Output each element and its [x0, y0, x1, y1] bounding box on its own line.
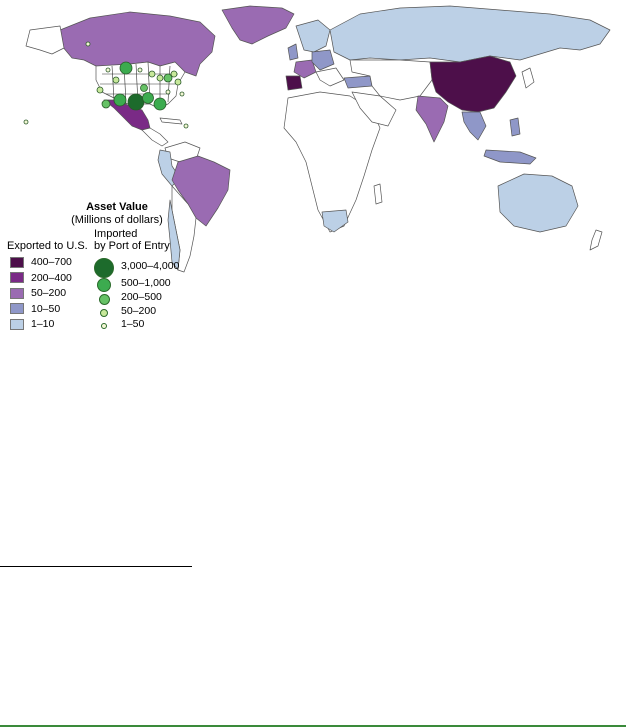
port-50-200 [170, 70, 178, 78]
port-200-500 [101, 99, 111, 109]
region-southeast-asia [461, 111, 487, 141]
legend-imported-label: 1–50 [121, 318, 145, 330]
region-indonesia [483, 149, 537, 165]
port-1-50 [165, 89, 171, 95]
legend-imported-label: 500–1,000 [121, 277, 171, 289]
bottom-rule [0, 725, 626, 727]
legend-imported-label: 3,000–4,000 [121, 260, 180, 272]
port-50-200 [148, 70, 156, 78]
port-50-200 [156, 74, 164, 82]
region-madagascar [373, 183, 383, 205]
legend-imported-heading-2: by Port of Entry [94, 240, 170, 252]
region-india [415, 95, 449, 143]
port-50-200 [96, 86, 104, 94]
legend-swatch [10, 303, 24, 314]
port-3000-4000 [127, 93, 145, 111]
legend-title: Asset Value [86, 201, 148, 213]
legend-swatch [10, 287, 24, 299]
legend-port-circle [97, 278, 111, 292]
legend-exported-row: 1–10 [10, 318, 54, 330]
region-central-europe [311, 49, 335, 71]
legend-exported-label: 10–50 [31, 302, 61, 315]
legend-title-block: Asset Value (Millions of dollars) [62, 201, 172, 227]
region-russia [329, 5, 611, 63]
legend-exported-heading: Exported to U.S. [7, 240, 88, 252]
legend-imported-heading-1: Imported [94, 228, 138, 240]
port-50-200 [112, 76, 120, 84]
legend-exported-row: 50–200 [10, 287, 66, 299]
legend-exported-row: 200–400 [10, 272, 72, 284]
region-france [293, 59, 317, 79]
region-australia [497, 173, 579, 233]
legend-imported-label: 200–500 [121, 291, 162, 303]
region-caribbean [159, 117, 183, 125]
port-1-50 [137, 67, 143, 73]
region-central-asia [349, 59, 433, 101]
region-china [429, 55, 517, 113]
region-new-zealand [589, 229, 603, 251]
region-turkey [343, 75, 373, 89]
legend-swatch [10, 272, 24, 283]
legend-exported-label: 400–700 [31, 256, 72, 268]
port-500-1000 [113, 93, 127, 107]
port-500-1000 [153, 97, 167, 111]
region-brazil [171, 155, 231, 227]
legend-port-circle [101, 323, 107, 329]
legend-exported-row: 10–50 [10, 303, 60, 315]
port-500-1000 [142, 92, 154, 104]
legend-port-circle [98, 293, 110, 305]
region-central-america [141, 127, 169, 147]
legend-subtitle: (Millions of dollars) [71, 214, 163, 226]
legend-imported-label: 50–200 [121, 305, 157, 317]
legend-exported-label: 50–200 [31, 287, 67, 299]
port-1-50 [105, 67, 111, 73]
region-scandinavia [295, 19, 331, 53]
port-200-500 [140, 84, 148, 92]
port-1-50 [23, 119, 29, 125]
port-50-200 [174, 78, 182, 86]
legend-swatch [10, 318, 24, 330]
region-japan [521, 67, 535, 89]
legend-exported-row: 400–700 [10, 256, 72, 268]
region-uk [287, 43, 299, 61]
legend-exported-label: 200–400 [31, 271, 72, 284]
region-italy-balkans [315, 67, 345, 87]
legend-port-circle [94, 258, 114, 278]
legend-exported-label: 1–10 [31, 318, 55, 330]
region-south-africa [321, 209, 349, 233]
region-arabia [351, 91, 397, 127]
region-philippines [509, 117, 521, 137]
port-1-50 [85, 41, 91, 47]
port-500-1000 [119, 61, 133, 75]
region-greenland [221, 5, 295, 45]
port-1-50 [179, 91, 185, 97]
region-alaska [25, 25, 65, 55]
port-1-50 [183, 123, 189, 129]
port-200-500 [163, 73, 173, 83]
region-chile [167, 199, 181, 271]
legend-port-circle [100, 309, 108, 317]
footnote-rule [0, 566, 192, 567]
region-spain [285, 75, 303, 91]
legend-imported-heading: Imported by Port of Entry [94, 228, 170, 252]
legend-swatch [10, 256, 24, 268]
